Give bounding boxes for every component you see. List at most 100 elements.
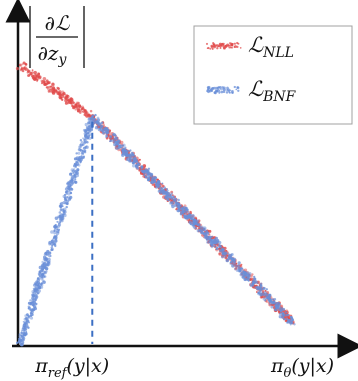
data-point bbox=[203, 235, 207, 239]
data-point bbox=[82, 146, 86, 150]
data-point bbox=[35, 291, 38, 295]
data-point bbox=[43, 271, 47, 274]
data-point bbox=[77, 101, 80, 105]
data-point bbox=[87, 113, 89, 116]
data-point bbox=[49, 251, 52, 254]
data-point bbox=[186, 214, 191, 219]
data-point bbox=[69, 195, 73, 200]
data-point bbox=[37, 72, 40, 76]
data-point bbox=[30, 74, 35, 78]
data-point bbox=[78, 105, 82, 109]
data-point bbox=[97, 121, 100, 124]
data-point bbox=[33, 305, 37, 309]
data-point bbox=[189, 222, 192, 226]
data-point bbox=[240, 272, 243, 275]
data-point bbox=[54, 223, 57, 226]
data-point bbox=[49, 254, 52, 258]
data-point bbox=[42, 262, 45, 266]
data-point bbox=[50, 230, 54, 234]
data-point bbox=[227, 252, 230, 255]
data-point bbox=[69, 179, 71, 182]
data-point bbox=[84, 110, 88, 114]
data-point bbox=[88, 125, 92, 128]
data-point bbox=[52, 237, 55, 240]
data-point bbox=[58, 92, 61, 95]
data-point bbox=[132, 163, 136, 168]
data-point bbox=[84, 122, 88, 127]
data-point bbox=[69, 191, 72, 194]
data-point bbox=[215, 246, 218, 249]
data-point bbox=[86, 136, 89, 139]
data-point bbox=[206, 241, 209, 244]
data-point bbox=[118, 144, 122, 147]
data-point bbox=[25, 327, 28, 330]
data-point bbox=[246, 278, 249, 282]
data-point bbox=[89, 109, 93, 113]
data-point bbox=[34, 287, 39, 291]
data-point bbox=[22, 320, 25, 323]
data-point bbox=[257, 291, 261, 294]
data-point bbox=[36, 278, 41, 282]
data-point bbox=[209, 236, 211, 239]
data-point bbox=[26, 320, 29, 323]
data-point bbox=[117, 139, 120, 143]
data-point bbox=[285, 321, 289, 324]
data-point bbox=[76, 108, 81, 113]
data-point bbox=[157, 180, 161, 185]
data-point bbox=[79, 142, 83, 146]
data-point bbox=[25, 63, 27, 66]
data-point bbox=[279, 312, 282, 315]
data-point bbox=[163, 186, 166, 190]
data-point bbox=[54, 239, 58, 243]
data-point bbox=[241, 267, 244, 270]
data-point bbox=[29, 314, 32, 318]
legend-label: ℒNLL bbox=[248, 33, 294, 61]
data-point bbox=[153, 176, 158, 180]
data-point bbox=[29, 71, 33, 76]
data-point bbox=[44, 266, 47, 269]
data-point bbox=[214, 236, 219, 241]
data-point bbox=[53, 234, 56, 237]
data-point bbox=[22, 338, 25, 342]
data-point bbox=[122, 152, 125, 155]
data-point bbox=[255, 281, 259, 285]
data-point bbox=[53, 243, 56, 246]
data-point bbox=[218, 244, 222, 249]
data-point bbox=[34, 73, 37, 76]
data-point bbox=[114, 140, 118, 144]
data-point bbox=[26, 70, 29, 73]
data-point bbox=[87, 131, 90, 135]
data-point bbox=[20, 331, 23, 334]
data-point bbox=[75, 157, 79, 161]
data-point bbox=[132, 161, 135, 164]
data-point bbox=[115, 146, 119, 150]
data-point bbox=[71, 175, 75, 180]
data-point bbox=[221, 255, 224, 259]
data-point bbox=[74, 108, 77, 111]
data-point bbox=[213, 241, 217, 245]
data-point bbox=[63, 213, 67, 218]
data-point bbox=[31, 313, 34, 317]
data-point bbox=[50, 246, 53, 249]
data-point bbox=[83, 108, 86, 112]
data-point bbox=[25, 324, 29, 328]
data-point bbox=[173, 203, 178, 208]
data-point bbox=[168, 194, 172, 199]
data-point bbox=[144, 168, 148, 172]
data-point bbox=[62, 92, 65, 95]
data-point bbox=[165, 192, 169, 196]
data-point bbox=[170, 192, 173, 196]
data-point bbox=[273, 307, 277, 311]
legend-entry-bnf: ℒBNF bbox=[206, 77, 297, 105]
data-point bbox=[42, 280, 46, 284]
data-point bbox=[79, 143, 82, 146]
data-point bbox=[278, 315, 282, 319]
data-point bbox=[51, 90, 53, 93]
data-point bbox=[91, 115, 94, 118]
data-point bbox=[21, 63, 24, 66]
x-reference-label: πref(y|x) bbox=[34, 355, 109, 381]
data-point bbox=[273, 298, 277, 301]
data-point bbox=[290, 318, 294, 322]
data-point bbox=[145, 171, 150, 175]
legend: ℒNLL ℒBNF bbox=[193, 25, 353, 125]
